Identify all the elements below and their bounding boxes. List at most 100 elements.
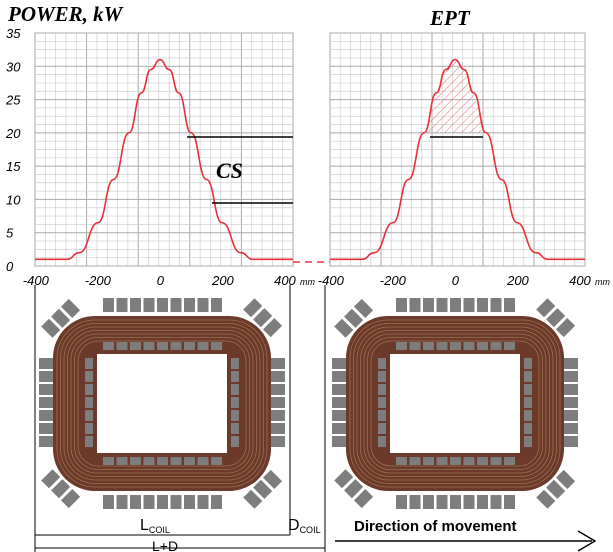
ferrite-block (332, 410, 346, 421)
ferrite-block (378, 423, 386, 434)
ferrite-block (271, 423, 285, 434)
ferrite-corner-block (253, 308, 273, 328)
ferrite-block (39, 397, 53, 408)
right-ept-chart: EPT -400 -200 0 200 400 mm (318, 6, 611, 288)
dimension-annotations: LCOIL DCOIL L+D (34, 285, 326, 552)
coil-aperture (390, 354, 520, 453)
ferrite-block (157, 342, 168, 350)
ferrite-block (271, 410, 285, 421)
y-tick-label: 30 (6, 59, 21, 74)
ferrite-block (524, 384, 532, 395)
ferrite-block (85, 436, 93, 447)
ferrite-block (85, 358, 93, 369)
ferrite-corner-block (41, 469, 61, 489)
ferrite-block (39, 423, 53, 434)
ferrite-block (378, 397, 386, 408)
ferrite-block (103, 342, 114, 350)
ferrite-block (130, 298, 141, 312)
ferrite-block (39, 384, 53, 395)
winding-turn (56, 319, 268, 488)
ferrite-block (130, 457, 141, 465)
x-tick-label: 0 (157, 273, 165, 288)
ferrite-block (477, 457, 488, 465)
ferrite-block (463, 457, 475, 465)
y-tick-label: 0 (6, 259, 14, 274)
ferrite-block (564, 358, 578, 369)
ferrite-block (450, 342, 461, 350)
x-tick-label: -400 (23, 273, 50, 288)
ferrite-block (378, 371, 386, 382)
ferrite-block (396, 298, 407, 312)
ferrite-block (271, 371, 285, 382)
ferrite-block (271, 358, 285, 369)
ferrite-block (116, 457, 128, 465)
ferrite-block (184, 342, 195, 350)
ferrite-block (378, 358, 386, 369)
ferrite-corner-block (546, 479, 566, 499)
ferrite-block (436, 457, 448, 465)
ferrite-block (564, 410, 578, 421)
y-tick-label: 35 (6, 26, 21, 41)
ferrite-block (564, 384, 578, 395)
ferrite-block (332, 423, 346, 434)
ferrite-block (504, 298, 515, 312)
winding-turn (353, 323, 557, 484)
ferrite-block (231, 397, 239, 408)
left-y-ticks: 35 30 25 20 15 10 5 0 (5, 26, 21, 274)
ferrite-block (332, 397, 346, 408)
y-tick-label: 20 (5, 126, 21, 141)
ferrite-block (409, 457, 421, 465)
winding-turn (349, 319, 561, 488)
ferrite-block (332, 384, 346, 395)
ferrite-block (332, 436, 346, 447)
ferrite-block (197, 298, 209, 312)
ferrite-block (130, 495, 141, 509)
ferrite-block (463, 298, 475, 312)
coil-aperture (97, 354, 227, 453)
ferrite-block (197, 342, 209, 350)
ferrite-block (490, 495, 502, 509)
ferrite-corner-block (61, 298, 81, 318)
ferrite-block (524, 371, 532, 382)
ferrite-corner-block (51, 308, 71, 328)
left-chart-title: POWER, kW (7, 2, 124, 26)
left-x-ticks: -400 -200 0 200 400 mm (23, 273, 316, 288)
ferrite-block (436, 298, 448, 312)
ferrite-block (504, 457, 515, 465)
cs-label: CS (216, 158, 243, 183)
ferrite-corner-block (546, 308, 566, 328)
ferrite-block (85, 423, 93, 434)
ferrite-block (39, 410, 53, 421)
ferrite-block (39, 436, 53, 447)
ferrite-corner-block (353, 488, 374, 509)
ferrite-block (378, 384, 386, 395)
ferrite-corner-block (41, 318, 61, 338)
ferrite-corner-block (253, 479, 273, 499)
ferrite-corner-block (536, 298, 556, 318)
ferrite-block (157, 495, 168, 509)
ferrite-block (490, 457, 502, 465)
winding-turn (77, 340, 247, 467)
ept-hatched-area (424, 59, 486, 133)
ferrite-block (524, 397, 532, 408)
ferrite-block (423, 495, 434, 509)
x-unit-label: mm (300, 277, 315, 287)
y-tick-label: 25 (5, 93, 21, 108)
ferrite-block (524, 423, 532, 434)
ferrite-block (103, 298, 114, 312)
ferrite-block (378, 410, 386, 421)
y-tick-label: 5 (6, 226, 14, 241)
ferrite-block (39, 371, 53, 382)
ferrite-corner-block (344, 479, 364, 499)
ferrite-block (423, 457, 434, 465)
x-tick-label: 400 (569, 273, 591, 288)
l-plus-d-label: L+D (152, 538, 178, 552)
ferrite-block (85, 410, 93, 421)
ferrite-block (564, 397, 578, 408)
ferrite-corner-block (51, 479, 71, 499)
ferrite-block (197, 457, 209, 465)
ferrite-corner-block (243, 298, 263, 318)
y-tick-label: 15 (6, 159, 21, 174)
ferrite-corner-block (334, 469, 354, 489)
